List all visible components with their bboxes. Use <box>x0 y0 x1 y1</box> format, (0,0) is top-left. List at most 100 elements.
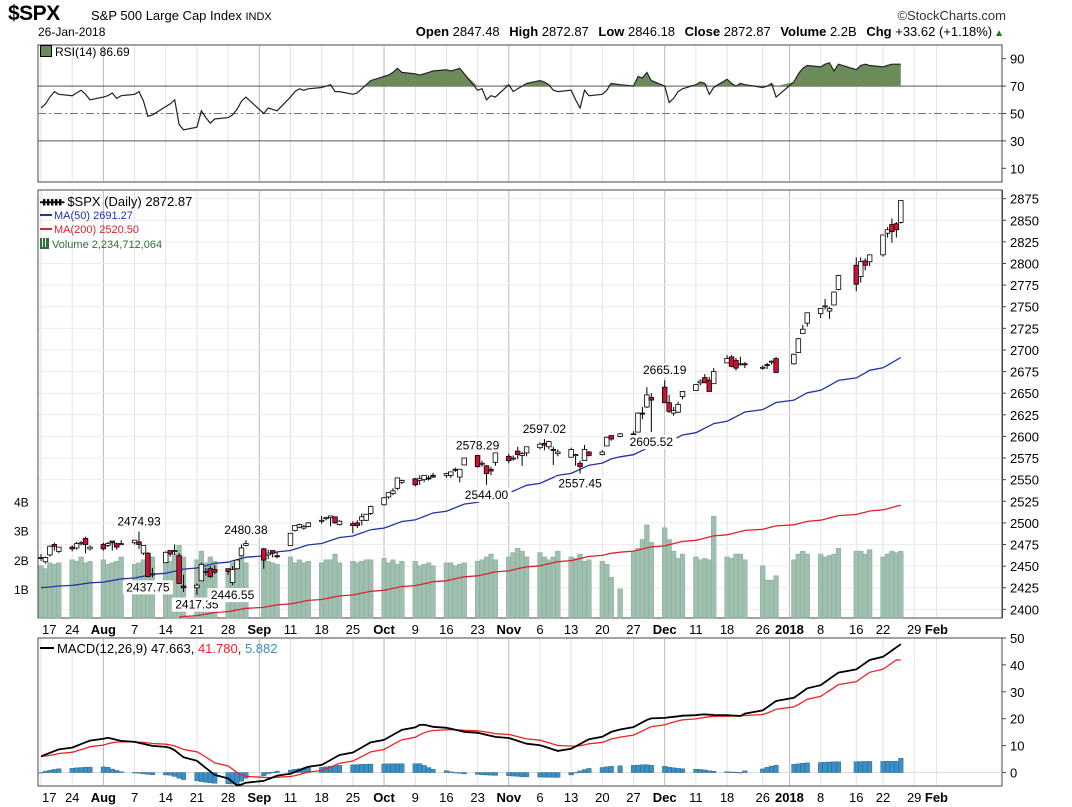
volume-bar <box>42 568 49 619</box>
candle-body <box>171 550 178 552</box>
exchange-text: INDX <box>245 11 272 23</box>
macd-histogram-bar <box>452 772 458 774</box>
x-tick-label: 9 <box>412 622 419 637</box>
macd-histogram-bar <box>804 762 810 773</box>
x-tick-label: 18 <box>314 622 328 637</box>
volume-bar <box>488 553 494 619</box>
volume-bar <box>639 539 646 619</box>
volume-bar <box>38 565 44 619</box>
macd-histogram-bar <box>773 764 779 773</box>
macd-histogram-bar <box>51 769 57 773</box>
x-tick-label: 9 <box>412 790 419 805</box>
macd-histogram-bar <box>795 763 801 773</box>
macd-histogram-bar <box>78 767 84 773</box>
candle-body <box>568 448 574 458</box>
volume-bar <box>51 563 57 619</box>
macd-histogram-bar <box>83 767 89 773</box>
candle-body <box>889 224 895 232</box>
candle-body <box>38 557 44 559</box>
macd-histogram-bar <box>586 768 592 773</box>
macd-histogram-bar <box>132 772 138 774</box>
ma50-legend-text: MA(50) 2691.27 <box>54 210 133 222</box>
candle-body <box>82 538 89 545</box>
candle-body <box>385 492 392 498</box>
macd-histogram-bar <box>639 764 645 773</box>
price-annotation: 2446.55 <box>211 588 255 602</box>
macd-histogram-bar <box>880 761 886 773</box>
macd-histogram-bar <box>506 772 512 776</box>
candle-body <box>550 448 557 451</box>
price-tick-label: 2875 <box>1010 192 1039 207</box>
x-tick-label: 18 <box>720 790 734 805</box>
candle-body <box>51 544 58 547</box>
x-tick-label: 29 <box>907 790 921 805</box>
macd-histogram-bar <box>697 769 703 773</box>
candle-body <box>274 555 280 558</box>
macd-histogram-bar <box>167 772 173 776</box>
x-tick-label: 27 <box>626 790 640 805</box>
x-tick-label: 21 <box>190 622 204 637</box>
candle-body <box>835 275 842 290</box>
volume-bar <box>381 558 387 619</box>
volume-bars-icon <box>40 238 49 249</box>
x-tick-label: 8 <box>817 790 824 805</box>
volume-bar <box>421 563 427 619</box>
volume-bar <box>443 562 450 619</box>
volume-bar <box>889 550 895 619</box>
x-tick-label: 29 <box>907 622 921 637</box>
volume-bar <box>114 561 120 619</box>
macd-histogram-bar <box>38 772 44 774</box>
volume-bar <box>56 562 62 619</box>
annotation-bg <box>452 438 503 453</box>
x-tick-label: Aug <box>91 790 116 805</box>
candle-body <box>261 548 267 561</box>
macd-histogram-bar <box>711 771 717 773</box>
volume-bar <box>862 553 868 619</box>
x-tick-label: 17 <box>42 790 56 805</box>
chg-value: +33.62 (+1.18%) <box>895 24 993 39</box>
price-tick-label: 2650 <box>1010 386 1039 401</box>
price-tick-label: 2775 <box>1010 278 1039 293</box>
candle-body <box>390 490 396 494</box>
candle-body <box>768 360 775 363</box>
x-tick-label: Nov <box>496 790 521 805</box>
candle-body <box>212 569 218 573</box>
macd-histogram-bar <box>599 767 605 773</box>
macd-histogram-bar <box>862 761 868 773</box>
macd-histogram-bar <box>47 770 53 773</box>
price-annotation: 2480.38 <box>224 523 268 537</box>
macd-tick-label: 30 <box>1010 685 1024 700</box>
close-label: Close <box>684 24 721 39</box>
macd-histogram-bar <box>145 772 151 775</box>
x-tick-label: 18 <box>314 790 328 805</box>
price-tick-label: 2525 <box>1010 494 1039 509</box>
rsi-legend: RSI(14) 86.69 <box>40 45 130 59</box>
candle-body <box>114 543 120 548</box>
macd-histogram-bar <box>163 772 169 776</box>
macd-tick-label: 0 <box>1010 766 1017 781</box>
volume-bar <box>822 556 828 619</box>
candle-body <box>764 364 770 367</box>
volume-bar <box>74 561 80 619</box>
candle-body <box>858 261 864 277</box>
macd-histogram-bar <box>56 768 62 773</box>
x-tick-label: Feb <box>925 622 948 637</box>
candle-body <box>523 446 530 454</box>
brand-link[interactable]: ©StockCharts.com <box>897 8 1006 23</box>
volume-bar <box>301 562 307 619</box>
candle-body <box>733 359 739 369</box>
x-tick-label: Oct <box>373 622 395 637</box>
macd-histogram-bar <box>546 772 552 778</box>
candle-body <box>194 584 200 589</box>
candle-body <box>617 433 623 437</box>
macd-histogram-bar <box>265 772 271 775</box>
annotation-bg <box>122 580 174 595</box>
volume-bar <box>742 559 748 619</box>
volume-bar <box>675 558 681 619</box>
annotation-bg <box>554 476 606 491</box>
chg-label: Chg <box>866 24 892 39</box>
candle-body <box>488 468 494 472</box>
macd-histogram-bar <box>510 772 516 777</box>
price-annotation: 2597.02 <box>523 422 567 436</box>
volume-bar <box>693 556 699 619</box>
